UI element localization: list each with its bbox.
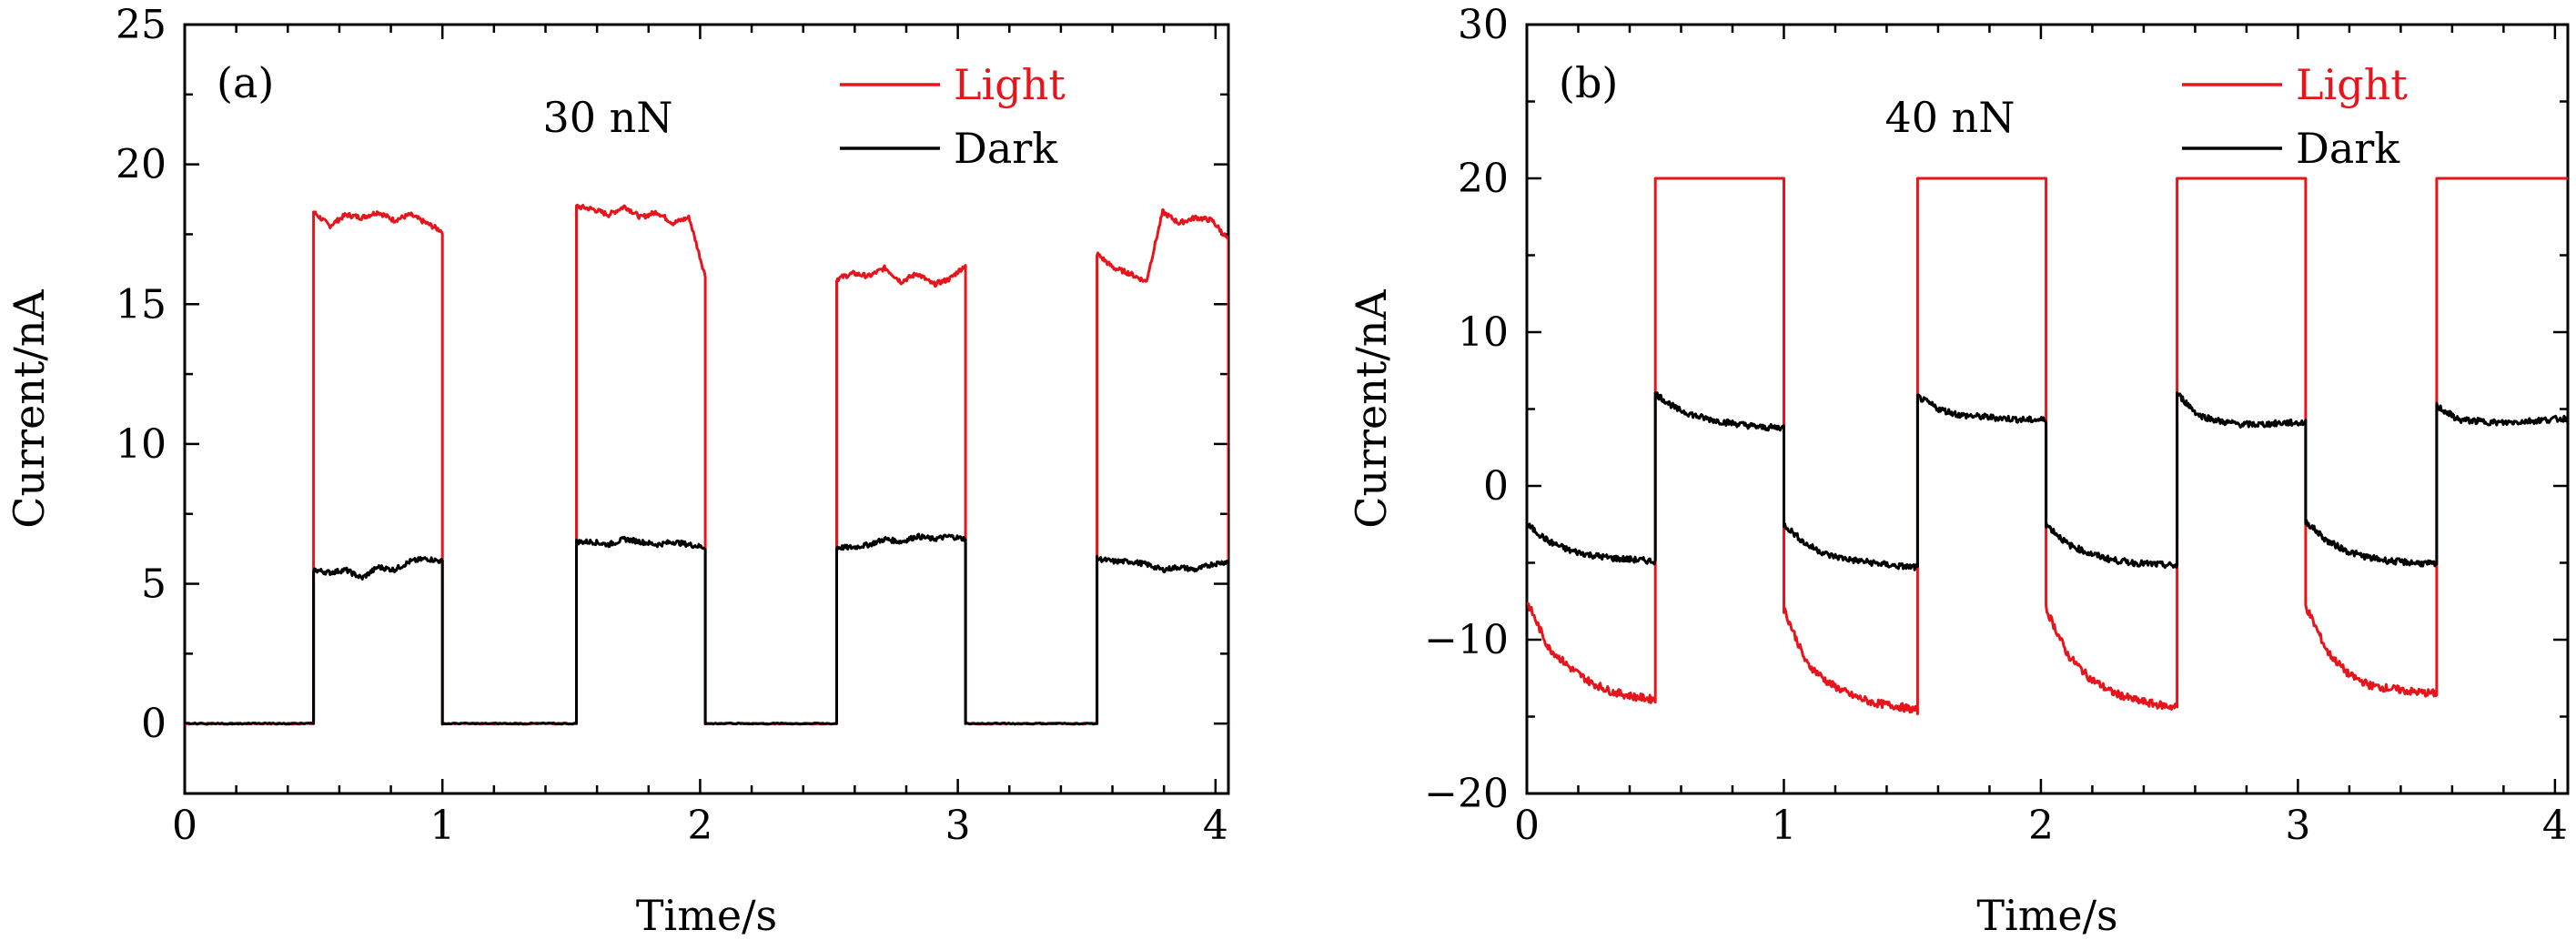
series-line-light <box>1527 177 2568 716</box>
panel-label: (a) <box>217 58 274 107</box>
data-series <box>185 203 1228 726</box>
panel-label: (b) <box>1559 58 1618 107</box>
legend-label-dark: Dark <box>2296 124 2400 173</box>
x-tick-label: 4 <box>1203 803 1228 849</box>
y-tick-label: 25 <box>116 2 167 48</box>
x-tick-label: 2 <box>687 803 712 849</box>
x-tick-label: 3 <box>2285 803 2310 849</box>
y-tick-label: 15 <box>116 281 167 328</box>
series-line-dark <box>185 532 1228 726</box>
panel-b: 0 1 2 3 4 −20 −10 0 10 20 30 Time/s Current/nA (b) 40 … <box>1347 2 2570 940</box>
panel-a: 0 1 2 3 4 0 5 10 15 20 25 Time/s Current/nA (a) 30 nN L… <box>5 2 1230 940</box>
y-tick-label: 10 <box>1458 309 1509 356</box>
x-tick-label: 2 <box>2028 803 2054 849</box>
data-series <box>1527 177 2568 716</box>
force-annotation: 30 nN <box>542 93 672 142</box>
x-tick-label: 4 <box>2542 803 2568 849</box>
x-tick-label: 1 <box>1771 803 1796 849</box>
y-axis-title: Current/nA <box>5 288 54 528</box>
legend-label-light: Light <box>954 60 1066 109</box>
x-axis-title: Time/s <box>1976 891 2117 940</box>
y-tick-label: 10 <box>116 421 167 468</box>
legend-label-light: Light <box>2296 60 2408 109</box>
x-tick-label: 0 <box>172 803 197 849</box>
x-tick-label: 1 <box>429 803 455 849</box>
y-tick-label: 0 <box>141 701 167 747</box>
x-tick-label: 0 <box>1514 803 1540 849</box>
x-axis-title: Time/s <box>636 891 777 940</box>
y-tick-label: 30 <box>1458 2 1509 48</box>
x-tick-label: 3 <box>945 803 971 849</box>
series-line-dark <box>1527 391 2568 571</box>
y-tick-label: 20 <box>116 142 167 188</box>
y-tick-label: −10 <box>1424 617 1509 663</box>
y-tick-label: −20 <box>1424 771 1509 817</box>
legend-label-dark: Dark <box>954 124 1058 173</box>
y-tick-label: 5 <box>141 561 167 608</box>
y-axis-title: Current/nA <box>1347 288 1396 528</box>
y-tick-label: 0 <box>1483 463 1509 510</box>
force-annotation: 40 nN <box>1884 93 2015 142</box>
y-tick-label: 20 <box>1458 156 1509 202</box>
